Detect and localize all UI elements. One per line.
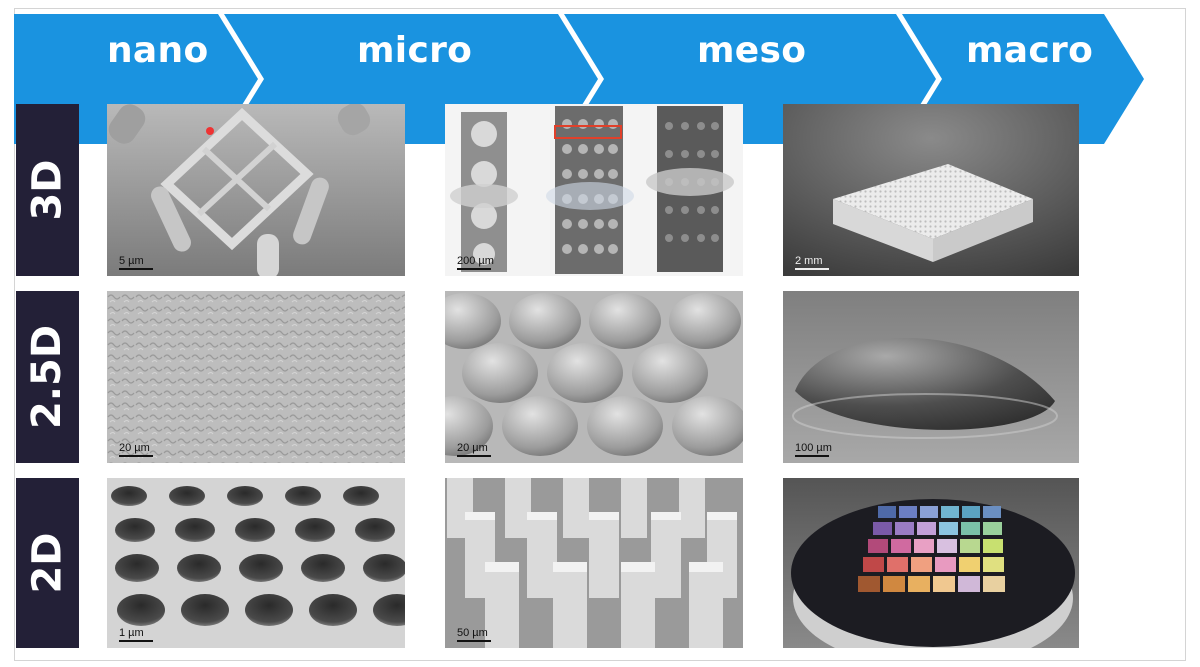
hole-array-icon <box>107 478 405 648</box>
scale-bar: 5 µm <box>119 255 153 270</box>
dimension-tab-2d: 2D <box>16 478 79 648</box>
textured-surface-icon <box>107 291 405 463</box>
single-lens-icon <box>783 291 1079 463</box>
scale-bar-label: 200 µm <box>457 255 494 267</box>
image-nano-3d: 5 µm <box>107 104 405 276</box>
dimension-tab-3d: 3D <box>16 104 79 276</box>
scale-bar: 100 µm <box>795 442 832 457</box>
image-micro-3d: 200 µm <box>445 104 743 276</box>
scale-label-nano: nano <box>107 30 209 71</box>
scale-bar-label: 2 mm <box>795 255 823 267</box>
scale-label-micro: micro <box>357 30 473 71</box>
scale-label-meso: meso <box>697 30 807 71</box>
image-meso-3d: 2 mm <box>783 104 1079 276</box>
image-meso-2-5d: 100 µm <box>783 291 1079 463</box>
scale-bar-label: 1 µm <box>119 627 144 639</box>
scale-bar-label: 50 µm <box>457 627 488 639</box>
scale-bar: 20 µm <box>457 442 491 457</box>
scale-label-macro: macro <box>966 30 1094 71</box>
dimension-label-2-5d: 2.5D <box>24 324 71 430</box>
scale-bar-label: 100 µm <box>795 442 832 454</box>
color-wafer-icon <box>783 478 1079 648</box>
microlens-array-icon <box>445 291 743 463</box>
scale-bar: 50 µm <box>457 627 491 642</box>
image-meso-2d <box>783 478 1079 648</box>
image-nano-2d: 1 µm <box>107 478 405 648</box>
scale-bar-label: 20 µm <box>457 442 488 454</box>
scale-bar: 1 µm <box>119 627 153 642</box>
dimension-label-2d: 2D <box>24 532 71 594</box>
scale-bar: 20 µm <box>119 442 153 457</box>
scale-bar-label: 5 µm <box>119 255 144 267</box>
scale-bar: 200 µm <box>457 255 494 270</box>
scale-bar-label: 20 µm <box>119 442 150 454</box>
lattice-block-icon <box>783 104 1079 276</box>
nano-cube-lattice-icon <box>107 104 405 276</box>
image-nano-2-5d: 20 µm <box>107 291 405 463</box>
dimension-label-3d: 3D <box>24 159 71 221</box>
image-micro-2d: 50 µm <box>445 478 743 648</box>
scale-bar: 2 mm <box>795 255 829 270</box>
image-micro-2-5d: 20 µm <box>445 291 743 463</box>
dimension-tab-2-5d: 2.5D <box>16 291 79 463</box>
pillar-array-icon <box>445 478 743 648</box>
lattice-pillars-icon <box>445 104 743 276</box>
